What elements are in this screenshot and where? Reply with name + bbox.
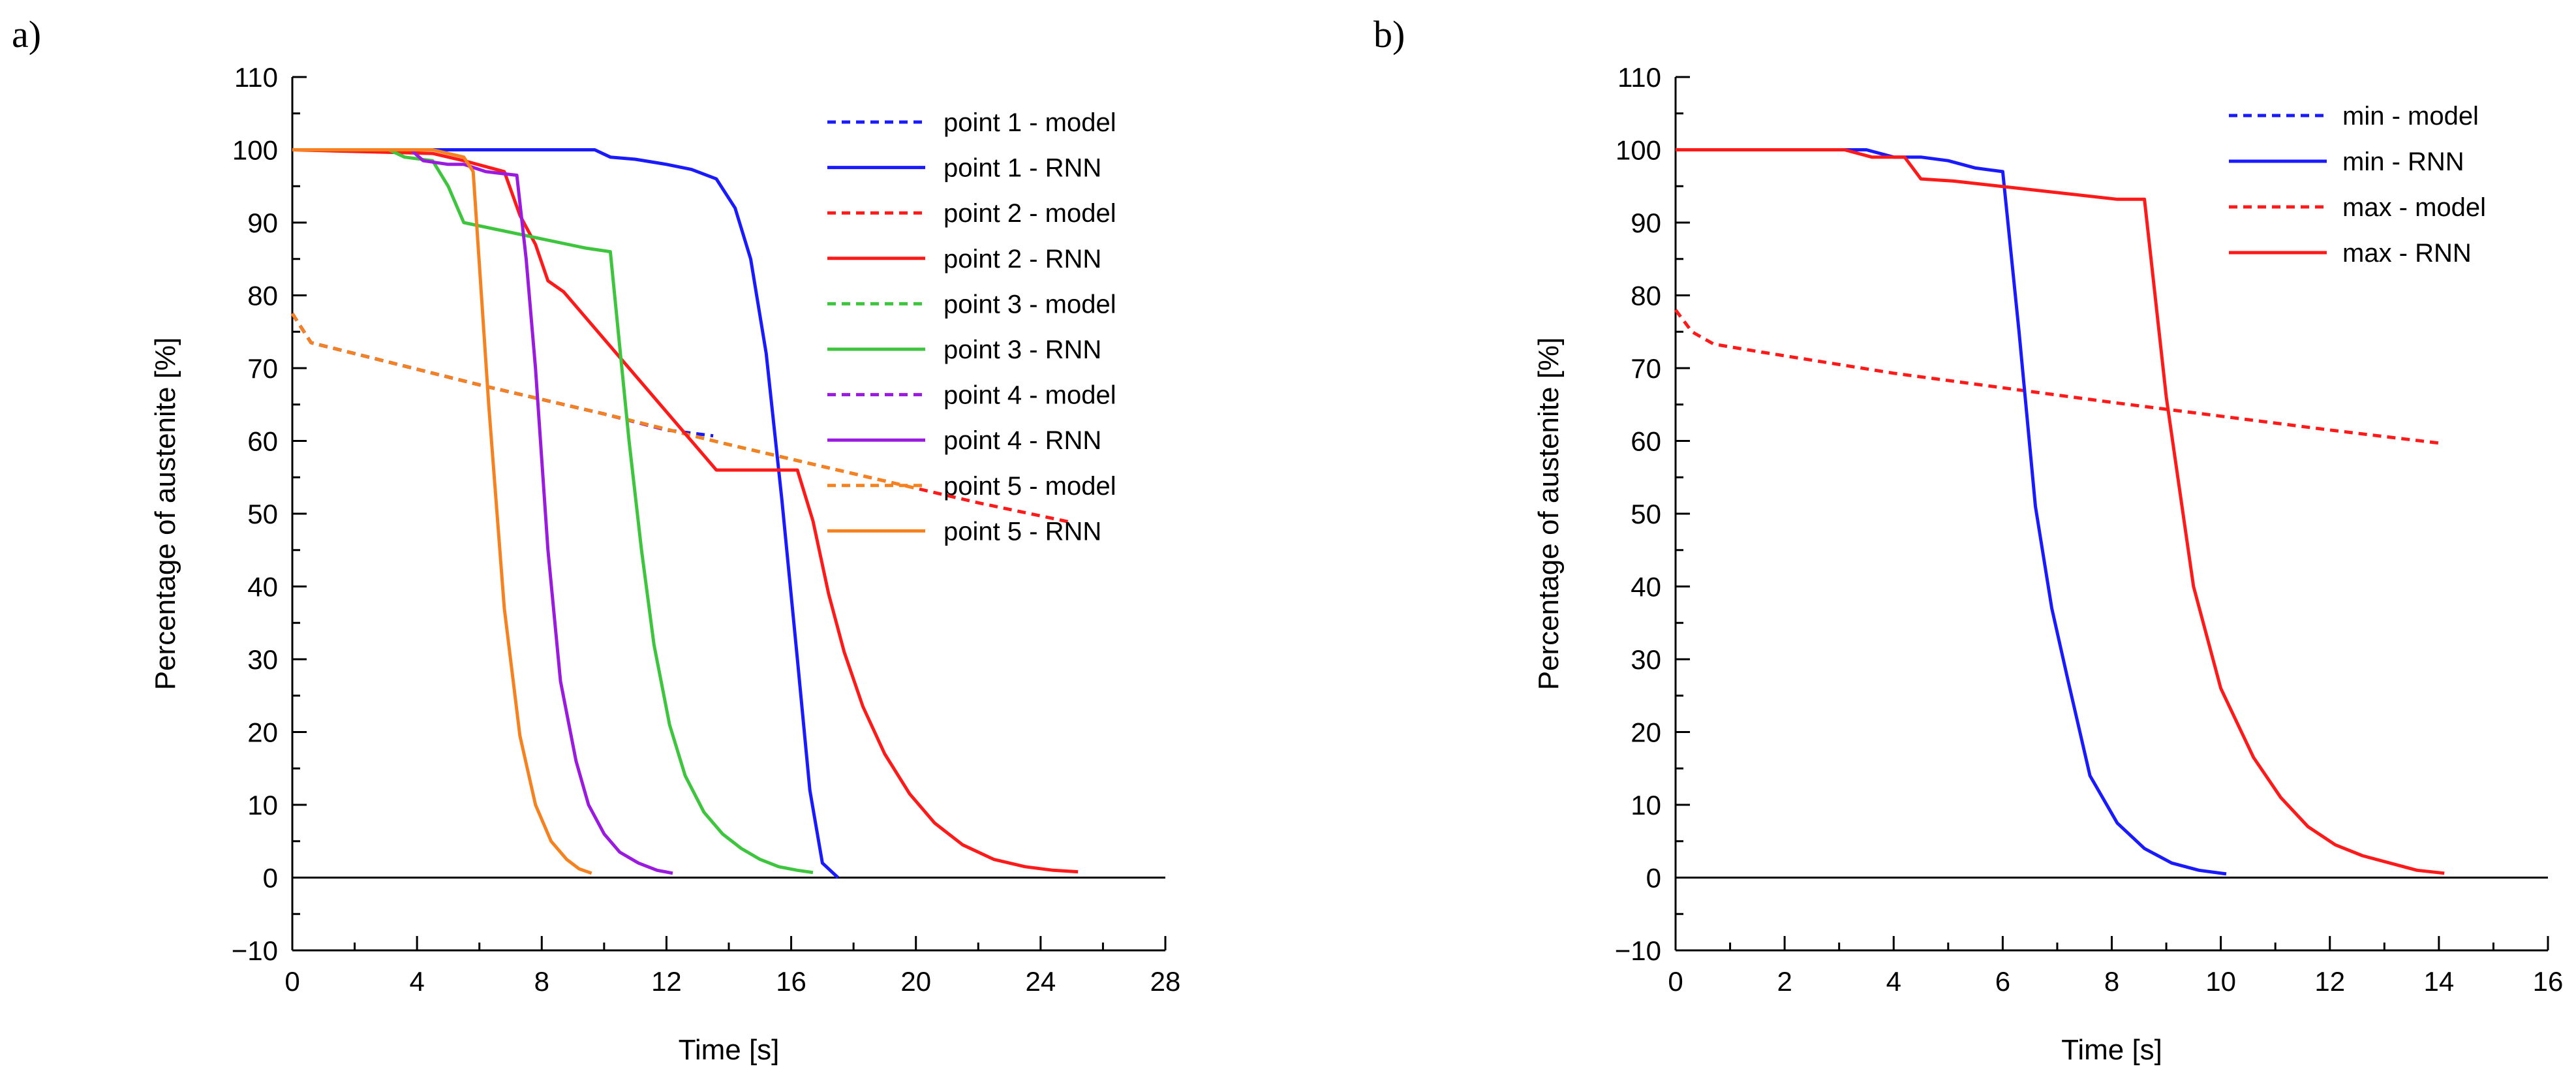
chart-b-y-tick-label: −10	[1615, 935, 1661, 966]
chart-a-y-tick-label: 0	[263, 863, 278, 894]
chart-b-x-tick-label: 8	[2104, 966, 2119, 997]
chart-a-legend-label: point 2 - model	[943, 199, 1116, 228]
panel-label-a: a)	[12, 13, 41, 55]
chart-a-series-point-2-rnn	[292, 148, 1079, 874]
chart-b-series-min-rnn	[1676, 148, 2227, 876]
chart-b-y-tick-label: 20	[1631, 717, 1661, 748]
chart-b-y-tick-label: 30	[1631, 644, 1661, 675]
chart-a-y-tick-label: 10	[247, 790, 278, 820]
chart-b-y-axis-title: Percentage of austenite [%]	[1533, 337, 1565, 691]
chart-a-y-tick-label: 30	[247, 644, 278, 675]
chart-b-x-axis-title: Time [s]	[2061, 1034, 2162, 1066]
chart-a-y-tick-label: 40	[247, 572, 278, 602]
chart-a-series-point-1-model	[290, 313, 714, 438]
chart-a-legend-label: point 4 - RNN	[943, 426, 1101, 455]
chart-b-series-max-model	[1674, 309, 2440, 445]
chart-b-legend-label: min - RNN	[2342, 148, 2464, 176]
chart-a-legend-label: point 3 - model	[943, 290, 1116, 319]
chart-b-y-tick-label: 110	[1618, 62, 1661, 93]
chart-a-legend-label: point 5 - RNN	[943, 517, 1101, 546]
chart-b-legend-label: max - model	[2342, 193, 2486, 222]
chart-a-x-tick-label: 24	[1025, 966, 1056, 997]
chart-b-x-tick-label: 4	[1886, 966, 1901, 997]
chart-b-y-tick-label: 70	[1631, 353, 1661, 384]
chart-a-legend-label: point 1 - RNN	[943, 154, 1101, 183]
chart-a-y-tick-label: 90	[247, 208, 278, 238]
chart-b-y-tick-label: 0	[1646, 863, 1661, 894]
chart-a-series-point-4-rnn	[292, 148, 673, 875]
chart-a-x-tick-label: 4	[409, 966, 424, 997]
chart-a-x-tick-label: 28	[1150, 966, 1181, 997]
chart-a-y-tick-label: 20	[247, 717, 278, 748]
chart-a-series-point-5-rnn	[292, 148, 592, 875]
chart-a-y-tick-label: −10	[232, 935, 278, 966]
chart-b-y-tick-label: 50	[1631, 499, 1661, 529]
chart-a-legend-label: point 4 - model	[943, 381, 1116, 410]
chart-a-y-tick-label: 80	[247, 281, 278, 311]
chart-a-series-point-3-model	[290, 313, 823, 468]
chart-b-x-tick-label: 0	[1668, 966, 1683, 997]
chart-a-x-tick-label: 16	[776, 966, 806, 997]
chart-b-legend-label: min - model	[2342, 102, 2479, 131]
chart-a-x-tick-label: 20	[900, 966, 931, 997]
chart-a-series-point-4-model	[290, 313, 667, 432]
chart-b-x-tick-label: 12	[2314, 966, 2345, 997]
chart-b-x-tick-label: 6	[1995, 966, 2010, 997]
chart-b-x-tick-label: 2	[1777, 966, 1792, 997]
chart-b-y-tick-label: 90	[1631, 208, 1661, 238]
chart-a-y-tick-label: 100	[232, 135, 278, 166]
chart-b-series-max-rnn	[1676, 148, 2445, 875]
chart-b-y-tick-label: 10	[1631, 790, 1661, 820]
chart-a-y-tick-label: 60	[247, 426, 278, 457]
chart-b-x-tick-label: 14	[2424, 966, 2455, 997]
chart-b-x-tick-label: 10	[2205, 966, 2236, 997]
chart-a-legend-label: point 2 - RNN	[943, 245, 1101, 273]
panel-label-b: b)	[1373, 13, 1405, 55]
chart-b-y-tick-label: 60	[1631, 426, 1661, 457]
chart-b-y-tick-label: 100	[1616, 135, 1661, 166]
chart-a-legend-label: point 1 - model	[943, 108, 1116, 137]
chart-a-series-point-1-rnn	[292, 148, 840, 879]
chart-a-x-tick-label: 0	[284, 966, 299, 997]
chart-a-x-axis-title: Time [s]	[679, 1034, 780, 1066]
chart-b-y-tick-label: 40	[1631, 572, 1661, 602]
chart-a-y-tick-label: 110	[234, 62, 278, 93]
chart-a-y-axis-title: Percentage of austenite [%]	[149, 337, 181, 691]
chart-a-legend-label: point 5 - model	[943, 472, 1116, 501]
chart-b-x-tick-label: 16	[2533, 966, 2564, 997]
chart-a-y-tick-label: 50	[247, 499, 278, 529]
chart-a-x-tick-label: 8	[534, 966, 549, 997]
chart-a-legend-label: point 3 - RNN	[943, 336, 1101, 364]
chart-a-x-tick-label: 12	[651, 966, 682, 997]
chart-b-y-tick-label: 80	[1631, 281, 1661, 311]
chart-a-series-point-3-rnn	[292, 148, 814, 875]
chart-a-y-tick-label: 70	[247, 353, 278, 384]
chart-b-legend-label: max - RNN	[2342, 239, 2472, 268]
